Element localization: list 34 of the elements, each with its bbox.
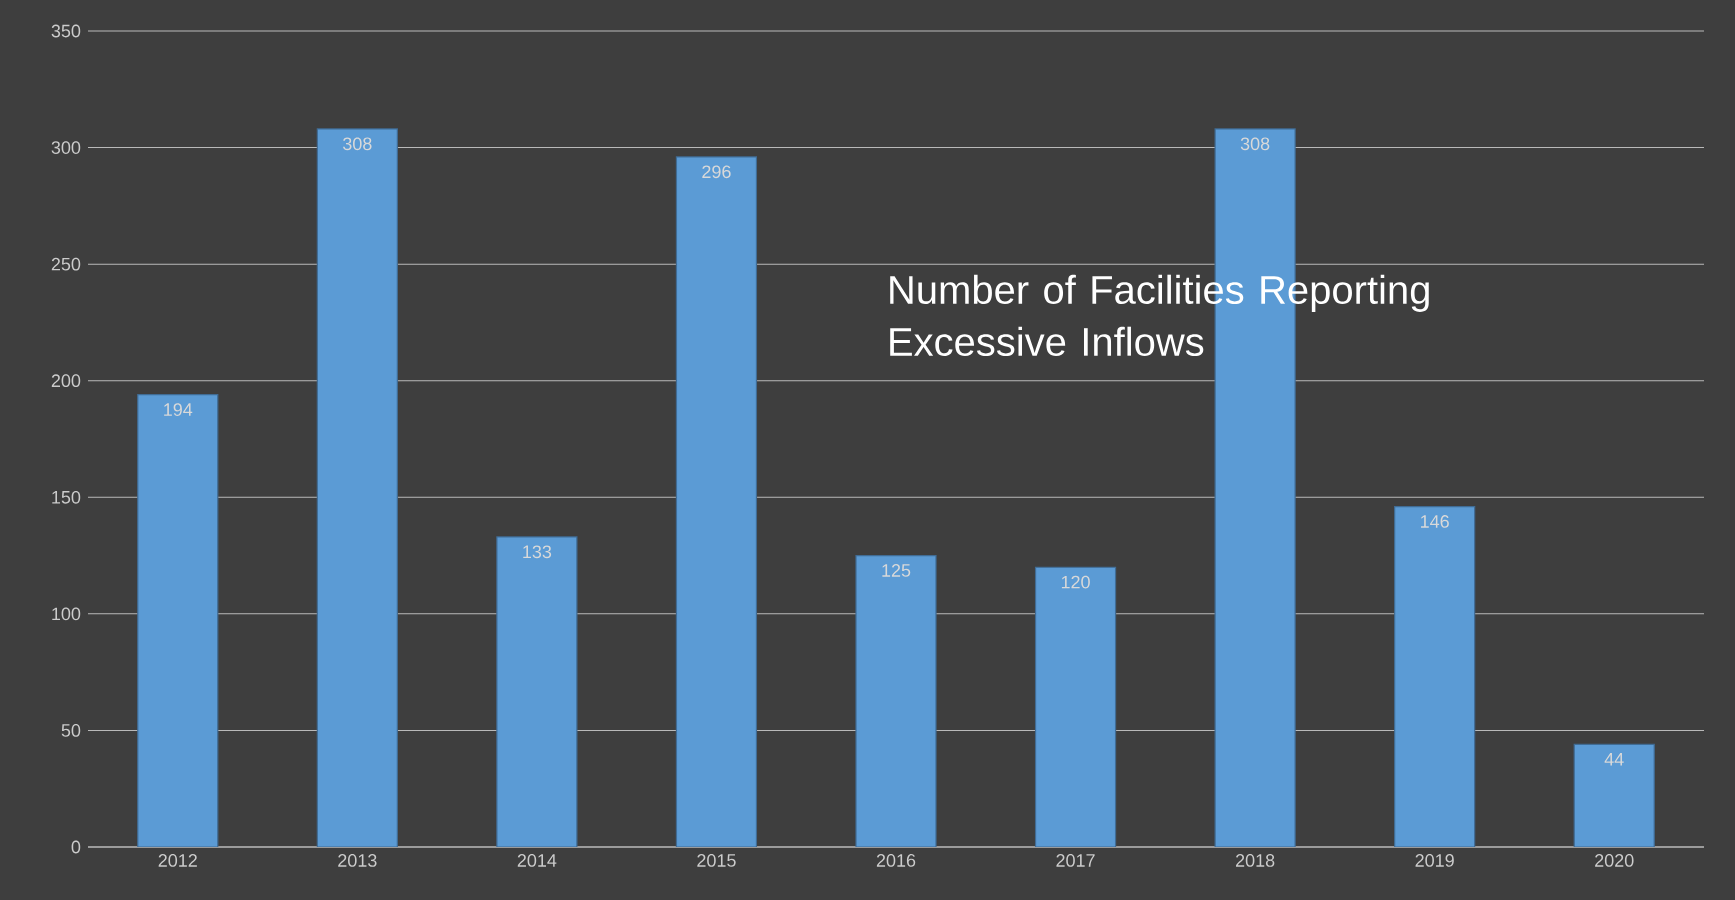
y-tick-label: 0 <box>71 840 81 854</box>
data-label: 133 <box>523 545 552 559</box>
data-label: 308 <box>1240 137 1270 151</box>
x-tick-label: 2013 <box>338 854 377 867</box>
y-tick-label: 300 <box>51 141 81 154</box>
bar <box>855 554 937 847</box>
x-tick-label: 2012 <box>158 854 197 867</box>
bar <box>675 156 758 847</box>
x-tick-label: 2014 <box>517 854 557 867</box>
x-tick-label: 2018 <box>1236 854 1275 867</box>
x-tick-label: 2019 <box>1415 854 1454 867</box>
y-tick-label: 150 <box>52 490 81 504</box>
bar <box>1573 743 1655 847</box>
y-tick-label: 350 <box>51 24 81 38</box>
x-tick-label: 2020 <box>1595 854 1634 867</box>
bar <box>316 128 398 847</box>
bar <box>1394 506 1476 847</box>
x-tick-label: 2015 <box>697 854 736 867</box>
data-label: 194 <box>164 403 193 416</box>
y-tick-label: 50 <box>61 724 81 737</box>
data-label: 146 <box>1421 515 1449 528</box>
bar <box>496 536 578 847</box>
x-tick-label: 2017 <box>1056 854 1095 867</box>
bar <box>137 394 219 847</box>
x-tick-label: 2016 <box>876 854 916 867</box>
y-tick-label: 250 <box>51 257 81 271</box>
data-label: 296 <box>702 165 731 179</box>
bar <box>1034 566 1117 847</box>
data-label: 308 <box>343 137 372 151</box>
y-tick-label: 200 <box>51 374 81 388</box>
data-label: 120 <box>1061 575 1090 589</box>
y-tick-label: 100 <box>52 607 81 621</box>
data-label: 44 <box>1604 753 1624 766</box>
data-label: 125 <box>882 564 911 577</box>
